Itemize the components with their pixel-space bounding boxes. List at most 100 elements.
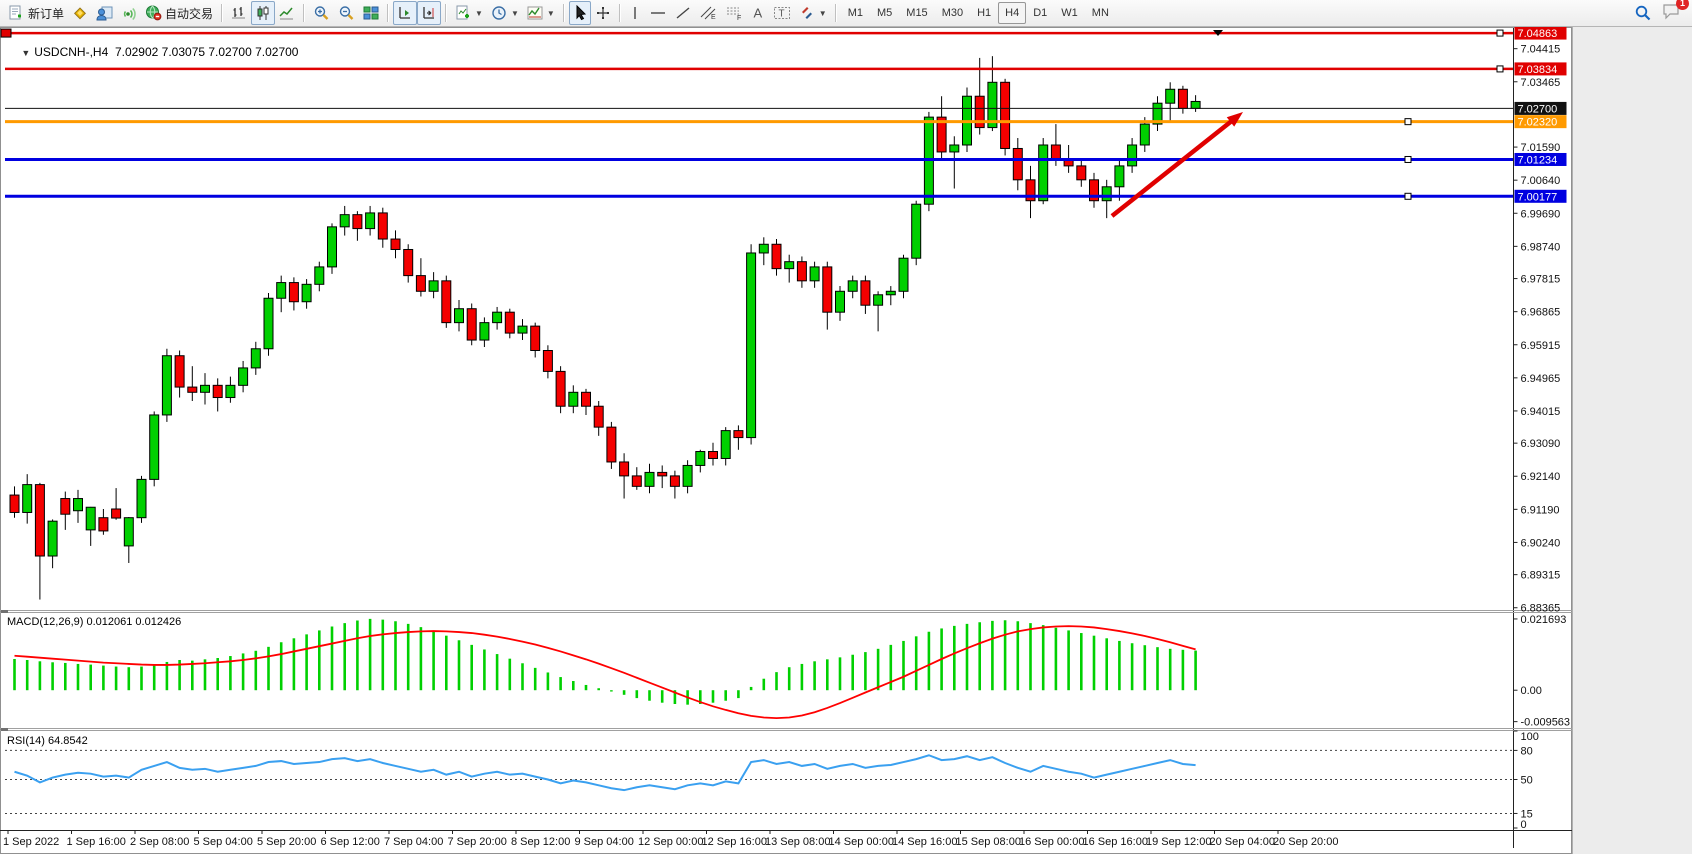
chat-button[interactable]: 1 (1662, 0, 1689, 25)
ohlc-header[interactable]: ▼ USDCNH-,H4 7.02902 7.03075 7.02700 7.02… (8, 31, 298, 73)
fibonacci-button[interactable]: F (721, 1, 747, 25)
bar-chart-button[interactable] (227, 1, 251, 25)
line-handle (1496, 29, 1504, 37)
candle (111, 508, 122, 519)
timeframe-buttons: M1 M5 M15 M30 H1 H4 D1 W1 MN (841, 0, 1116, 26)
candle (9, 494, 20, 513)
timeframe-M15[interactable]: M15 (906, 7, 928, 19)
trend-arrow-line[interactable] (1110, 117, 1236, 218)
tile-windows-button[interactable] (359, 1, 383, 25)
zoom-out-button[interactable] (334, 1, 359, 25)
candle (301, 283, 312, 303)
crosshair-icon (596, 7, 609, 19)
candle (1165, 88, 1176, 104)
zoom-in-button[interactable] (309, 1, 334, 25)
timeframe-M30[interactable]: M30 (941, 7, 964, 19)
toolbar-separator (618, 4, 621, 22)
search-icon[interactable] (1634, 4, 1652, 22)
toolbar-separator (562, 4, 565, 22)
ohlc-values: 7.02902 7.03075 7.02700 7.02700 (114, 45, 299, 59)
trend-arrow-head (1226, 112, 1243, 127)
splitter-grip[interactable] (1, 610, 8, 613)
candle (22, 484, 33, 513)
price-tick-label: 6.92140 (1521, 471, 1561, 483)
candle (847, 280, 858, 292)
svg-text:A: A (753, 6, 762, 21)
candle (669, 475, 680, 487)
text-icon: A (753, 6, 762, 21)
text-button[interactable]: A (747, 1, 769, 25)
line-chart-button[interactable] (275, 1, 299, 25)
candle (1000, 81, 1011, 149)
indicators-button[interactable]: ▼ (523, 1, 559, 25)
price-tick-label: 6.90240 (1521, 537, 1561, 549)
chart-shift-button[interactable] (417, 1, 442, 25)
time-tick-label: 6 Sep 12:00 (321, 836, 380, 848)
price-badge (1514, 26, 1567, 40)
candle (47, 520, 58, 557)
candlestick-chart-button[interactable] (251, 1, 276, 25)
rsi-tick-label: 15 (1521, 808, 1533, 820)
timeframe-H4[interactable]: H4 (998, 2, 1027, 24)
cursor-button[interactable] (568, 1, 591, 25)
timeframe-D1[interactable]: D1 (1033, 7, 1048, 19)
new-chart-button[interactable]: ▼ (451, 1, 487, 25)
auto-trading-button[interactable]: 自动交易 (141, 1, 217, 25)
candle (835, 290, 845, 313)
candle (174, 355, 185, 388)
trendline-icon (676, 7, 690, 19)
candle (517, 325, 528, 334)
timeframe-W1[interactable]: W1 (1061, 7, 1078, 19)
timeframe-M5[interactable]: M5 (877, 7, 893, 19)
toolbar-separator (387, 4, 390, 22)
timeframe-H1[interactable]: H1 (977, 7, 992, 19)
candle (555, 370, 566, 407)
market-watch-button[interactable] (68, 1, 92, 25)
crosshair-button[interactable] (591, 1, 615, 25)
candle (733, 430, 744, 439)
candle (352, 214, 363, 230)
price-tick-label: 7.00640 (1521, 175, 1561, 187)
periods-button[interactable]: ▼ (487, 1, 523, 25)
auto-scroll-button[interactable] (393, 1, 418, 25)
toolbar-separator (834, 4, 837, 22)
new-order-button[interactable]: 新订单 (4, 1, 68, 25)
candle (454, 308, 464, 324)
vertical-line-button[interactable] (625, 1, 645, 25)
candle (263, 297, 274, 350)
notification-badge: 1 (1676, 0, 1689, 10)
timeframe-M1[interactable]: M1 (847, 7, 863, 19)
horizontal-line-button[interactable] (645, 1, 671, 25)
auto-trading-label: 自动交易 (165, 6, 214, 21)
profile-button[interactable] (92, 1, 117, 25)
candle (898, 257, 909, 292)
time-tick-label: 16 Sep 00:00 (1019, 836, 1084, 848)
periods-icon (492, 6, 506, 20)
candle (136, 478, 147, 519)
rsi-tick-label: 80 (1521, 745, 1533, 757)
fibonacci-icon: F (726, 7, 741, 21)
time-tick-label: 2 Sep 08:00 (130, 836, 189, 848)
cursor-icon (576, 5, 586, 21)
signal-button[interactable] (117, 1, 141, 25)
time-tick-label: 8 Sep 12:00 (511, 836, 570, 848)
splitter-grip[interactable] (1, 728, 8, 731)
time-tick-label: 12 Sep 16:00 (702, 836, 767, 848)
candle (1114, 165, 1125, 188)
channel-button[interactable]: E (695, 1, 721, 25)
line-handle (1404, 155, 1412, 163)
time-tick-label: 15 Sep 08:00 (956, 836, 1021, 848)
time-tick-label: 13 Sep 08:00 (765, 836, 830, 848)
text-label-button[interactable]: T (769, 1, 795, 25)
chart-shift-icon (423, 7, 435, 19)
text-label-icon: T (773, 7, 790, 20)
time-tick-label: 7 Sep 20:00 (448, 836, 507, 848)
trendline-button[interactable] (671, 1, 695, 25)
price-tick-label: 6.99690 (1521, 208, 1561, 220)
arrows-button[interactable]: ▼ (795, 1, 831, 25)
price-tick-label: 6.98740 (1521, 241, 1561, 253)
timeframe-MN[interactable]: MN (1091, 7, 1109, 19)
candle (885, 290, 896, 296)
toolbar-separator (445, 4, 448, 22)
